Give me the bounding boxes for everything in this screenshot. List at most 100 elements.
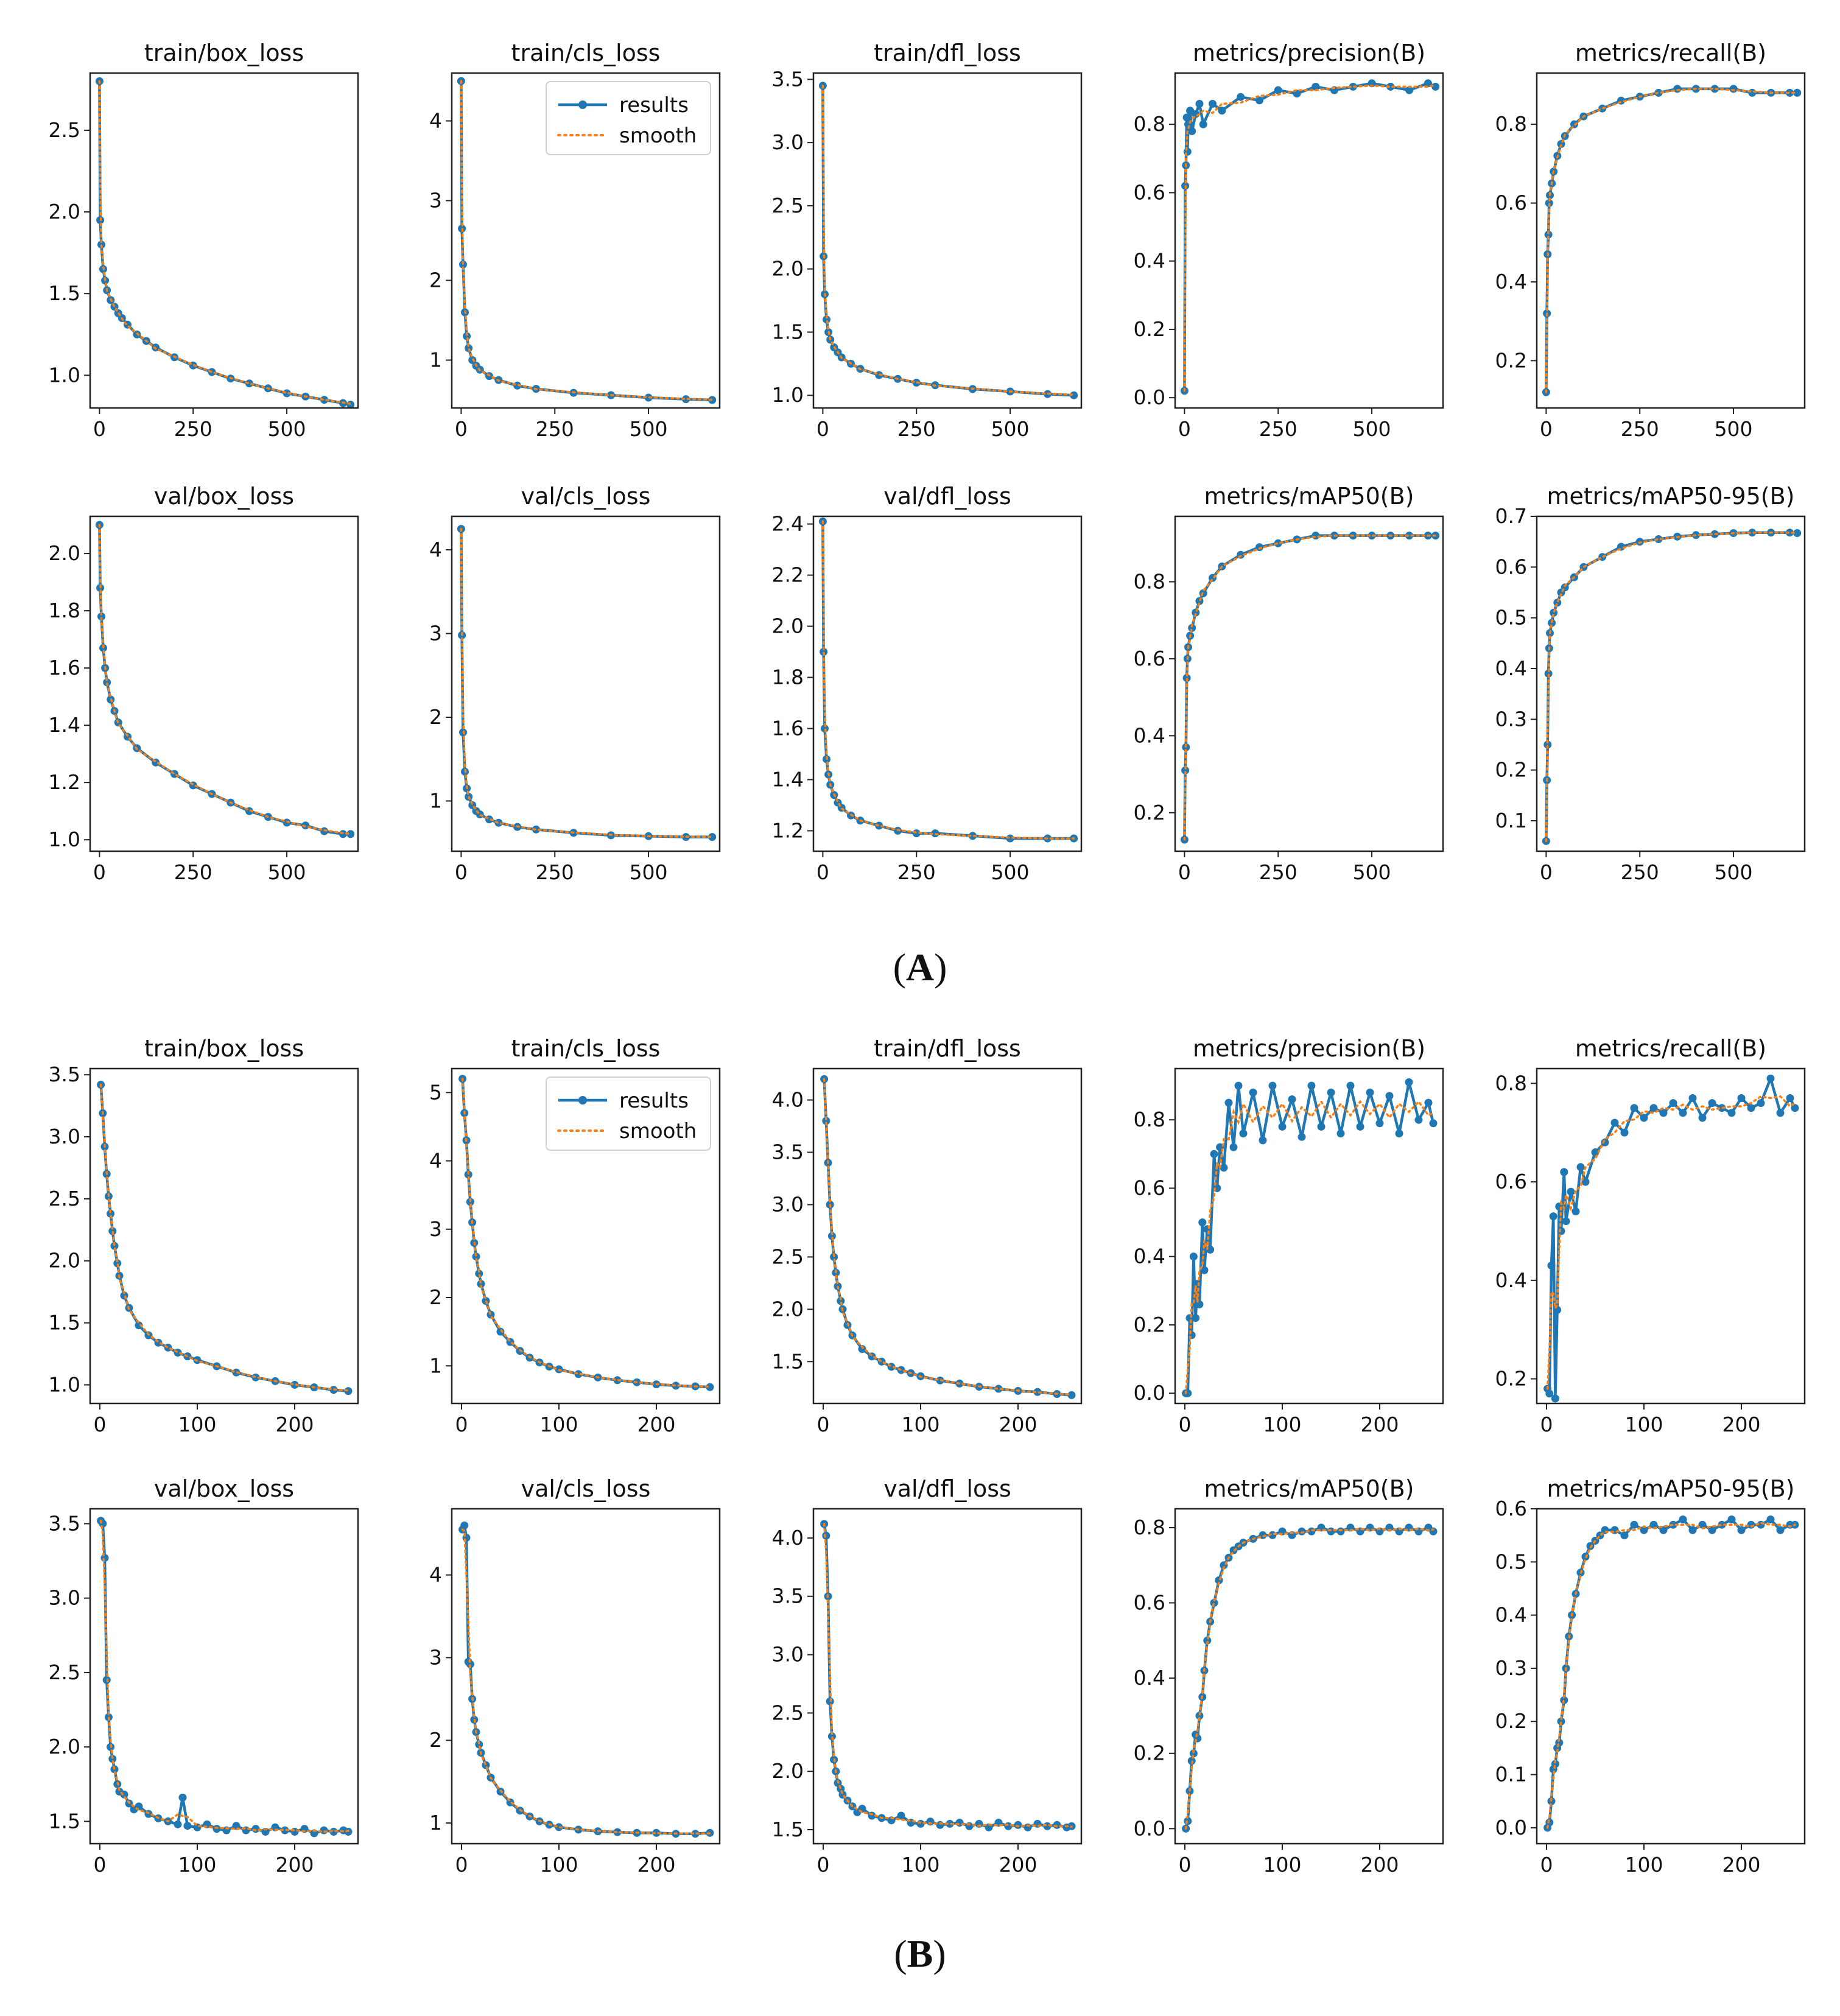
x-tick-label: 0	[455, 1853, 468, 1877]
y-tick-label: 0.6	[1495, 191, 1527, 215]
legend-results-label: results	[619, 1089, 689, 1113]
results-point	[97, 613, 105, 620]
results-point	[475, 1270, 483, 1278]
y-tick-label: 0.5	[1495, 606, 1527, 630]
results-point	[107, 1209, 115, 1218]
results-point	[1747, 1520, 1755, 1529]
results-point	[494, 818, 503, 827]
results-point	[1766, 1516, 1775, 1523]
y-tick-label: 2.0	[49, 541, 80, 565]
y-tick-label: 0.4	[1134, 723, 1165, 747]
x-tick-label: 200	[637, 1413, 676, 1436]
chart-title: metrics/recall(B)	[1575, 1035, 1766, 1062]
y-tick-label: 2.2	[772, 563, 804, 587]
chart-title: train/cls_loss	[511, 40, 661, 66]
results-point	[1550, 608, 1558, 617]
y-tick-label: 0.2	[1495, 758, 1527, 782]
results-point	[936, 1821, 944, 1829]
results-point	[1249, 1088, 1257, 1097]
axes-frame	[812, 1508, 1083, 1845]
results-point	[1356, 1122, 1364, 1131]
axes-frame	[89, 515, 359, 852]
results-point	[1220, 1164, 1228, 1172]
y-tick-label: 2.5	[772, 1701, 804, 1724]
results-point	[281, 1826, 289, 1835]
legend-smooth-label: smooth	[619, 124, 697, 148]
results-point	[108, 1227, 117, 1235]
results-point	[1640, 1114, 1648, 1122]
y-tick-label: 2.0	[772, 614, 804, 638]
results-point	[1571, 1207, 1580, 1216]
chart-panel: metrics/mAP50-95(B) 0 100 200 0.0 0.1 0.2 0.3 0.…	[1495, 1475, 1806, 1877]
x-tick-label: 0	[817, 1413, 830, 1436]
y-tick-label: 0.7	[1495, 504, 1527, 528]
y-tick-label: 1.6	[772, 716, 804, 740]
results-point	[1659, 1526, 1668, 1534]
results-point	[1312, 82, 1320, 91]
y-tick-label: 0.6	[1495, 555, 1527, 578]
results-point	[1218, 107, 1226, 115]
results-point	[1601, 1138, 1609, 1147]
smooth-line	[1184, 1528, 1434, 1830]
smooth-line	[1184, 1100, 1434, 1394]
results-point	[1336, 1129, 1345, 1138]
results-point	[108, 1755, 117, 1763]
x-tick-label: 250	[897, 860, 936, 884]
chart-title: val/cls_loss	[521, 483, 651, 510]
results-point	[1346, 1081, 1355, 1090]
results-point	[1004, 1822, 1013, 1830]
chart-panel: val/dfl_loss 0 250 500 1.2 1.4 1.6 1.8 2.0 2.2 2.4	[772, 483, 1083, 884]
results-point	[1544, 230, 1553, 239]
x-tick-label: 500	[991, 417, 1030, 441]
results-point	[1312, 532, 1320, 540]
results-point	[1385, 1092, 1394, 1100]
axes-frame	[89, 1067, 359, 1405]
results-point	[1718, 1520, 1726, 1529]
chart-panel: train/cls_loss 0 250 500 1 2 3 4 results smooth	[429, 40, 721, 441]
results-point	[1368, 532, 1376, 540]
smooth-line	[1546, 1095, 1796, 1390]
results-point	[164, 1343, 172, 1352]
y-tick-label: 0.8	[1134, 1516, 1165, 1539]
results-point	[460, 1521, 469, 1530]
x-tick-label: 500	[1715, 860, 1753, 884]
results-point	[706, 1383, 714, 1391]
y-tick-label: 0.5	[1495, 1550, 1527, 1573]
results-point	[178, 1793, 187, 1802]
axes-frame	[89, 1508, 359, 1845]
y-tick-label: 2	[429, 268, 442, 292]
results-point	[290, 1827, 299, 1836]
x-tick-label: 200	[999, 1413, 1038, 1436]
smooth-line	[1183, 534, 1437, 841]
axes-frame	[1536, 515, 1806, 852]
chart-panel: metrics/mAP50-95(B) 0 250 500 0.1 0.2 0.3 0.4 0.…	[1495, 483, 1806, 884]
results-point	[1545, 1389, 1554, 1398]
results-point	[1274, 539, 1282, 547]
axes-frame	[812, 515, 1083, 852]
results-point	[1200, 1266, 1209, 1274]
results-point	[477, 1280, 485, 1288]
y-tick-label: 1	[429, 1811, 442, 1835]
y-tick-label: 3.5	[772, 1584, 804, 1608]
smooth-line	[1545, 88, 1799, 393]
results-point	[1557, 1227, 1565, 1235]
x-tick-label: 250	[1621, 860, 1659, 884]
chart-title: val/box_loss	[154, 483, 294, 510]
axes-frame	[89, 72, 359, 409]
y-tick-label: 1.2	[49, 770, 80, 794]
results-point	[1557, 1717, 1565, 1726]
chart-title: train/dfl_loss	[874, 1035, 1021, 1062]
y-tick-label: 0.0	[1495, 1816, 1527, 1839]
y-tick-label: 2.5	[49, 1660, 80, 1684]
axes-frame	[1174, 515, 1444, 852]
x-tick-label: 100	[1625, 1853, 1663, 1877]
y-tick-label: 0.3	[1495, 1656, 1527, 1680]
results-point	[465, 344, 473, 353]
results-point	[682, 395, 690, 404]
x-tick-label: 200	[276, 1853, 314, 1877]
results-point	[1688, 1526, 1697, 1534]
chart-panel: train/box_loss 0 250 500 1.0 1.5 2.0 2.5	[49, 40, 359, 441]
y-tick-label: 1	[429, 1354, 442, 1377]
results-point	[672, 1382, 680, 1390]
